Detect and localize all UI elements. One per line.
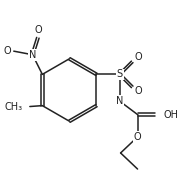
Text: S: S <box>117 69 123 79</box>
Text: O: O <box>134 132 141 142</box>
Text: O: O <box>35 25 43 35</box>
Text: OH: OH <box>163 110 178 120</box>
Text: O: O <box>134 52 142 62</box>
Text: N: N <box>116 96 123 106</box>
Text: O: O <box>134 86 142 96</box>
Text: N: N <box>29 50 36 60</box>
Text: CH₃: CH₃ <box>4 102 23 112</box>
Text: O: O <box>3 46 11 56</box>
